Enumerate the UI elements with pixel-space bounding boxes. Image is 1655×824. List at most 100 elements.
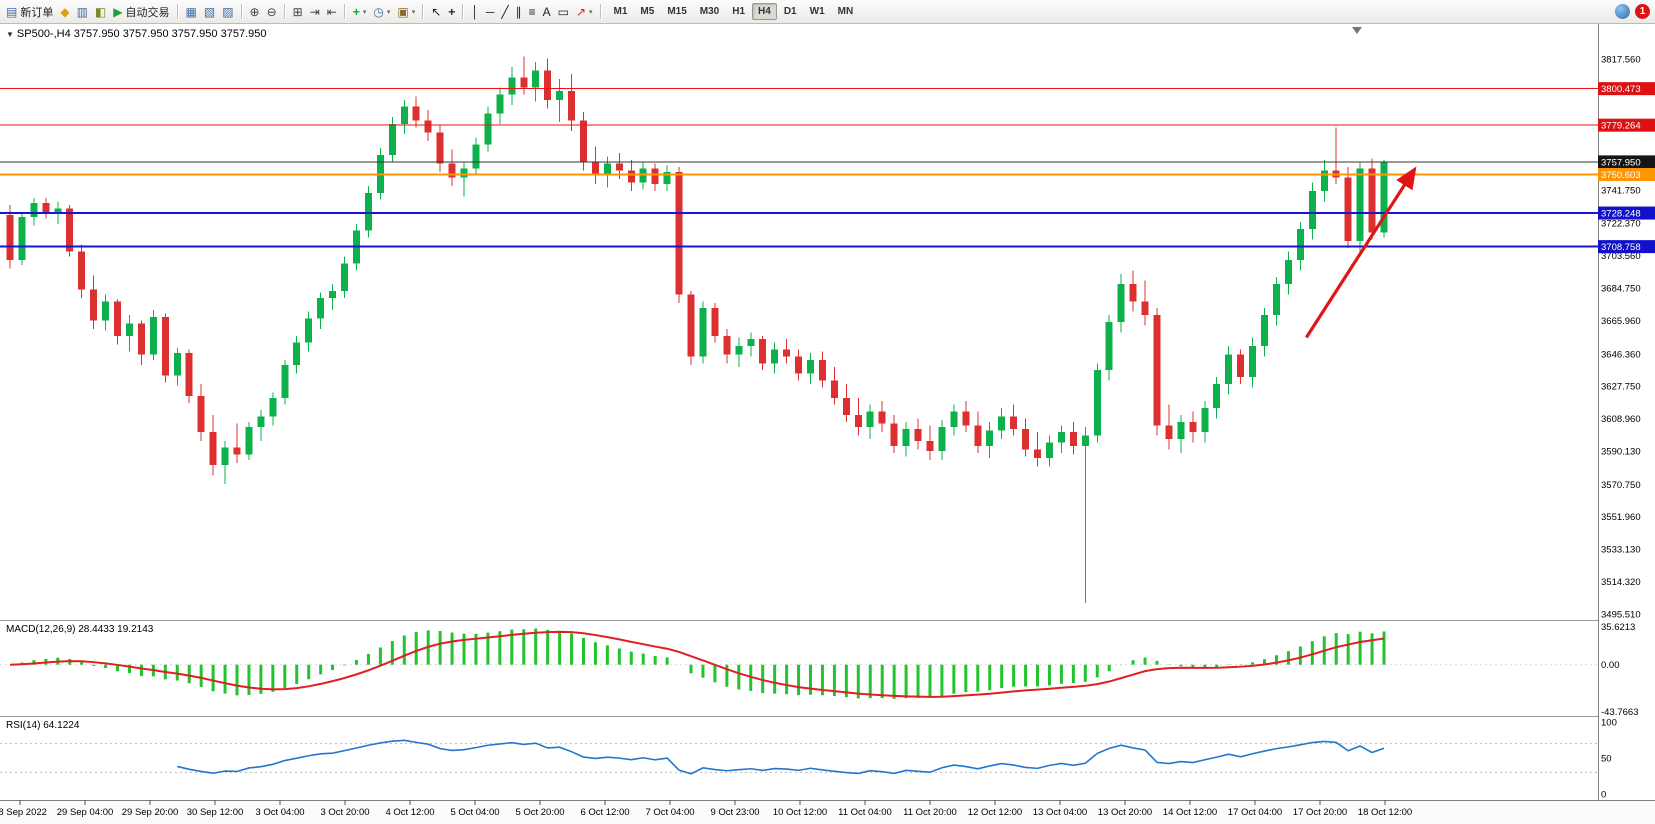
- timeframe-m15-button[interactable]: M15: [667, 6, 687, 17]
- time-axis-label: 11 Oct 04:00: [838, 807, 892, 818]
- horizontal-line-button[interactable]: ─: [483, 2, 498, 22]
- profiles-button[interactable]: ▧: [201, 2, 218, 22]
- toolbar-separator: [176, 4, 179, 19]
- time-axis-label: 10 Oct 12:00: [773, 807, 827, 818]
- time-axis-label: 13 Oct 04:00: [1033, 807, 1087, 818]
- panel-dividers[interactable]: [0, 620, 1655, 718]
- fibonacci-button[interactable]: ≡: [526, 2, 539, 22]
- data-window-button[interactable]: ◧: [92, 2, 109, 22]
- fibonacci-icon: ≡: [528, 4, 536, 19]
- macd-axis-label: 0.00: [1601, 660, 1620, 671]
- toolbar-separator: [240, 4, 243, 19]
- rsi-indicator: [0, 739, 1598, 775]
- price-axis-label: 3495.510: [1601, 609, 1641, 620]
- time-axis-label: 5 Oct 20:00: [515, 807, 564, 818]
- rsi-axis-label: 0: [1601, 790, 1606, 801]
- horizontal-lines[interactable]: [0, 88, 1598, 248]
- tile-windows-icon: ⊞: [292, 4, 303, 19]
- channel-icon: ∥: [515, 4, 522, 19]
- chart-area[interactable]: 3817.560 3741.750 3722.370 3703.560 3684.750…: [0, 24, 1655, 824]
- time-axis-label: 14 Oct 12:00: [1163, 807, 1217, 818]
- time-axis-label: 28 Sep 2022: [0, 807, 47, 818]
- crosshair-button[interactable]: +: [445, 2, 458, 22]
- price-badge: 3800.473: [1598, 82, 1655, 96]
- price-axis-label: 3665.960: [1601, 316, 1641, 327]
- timeframe-m30-button[interactable]: M30: [699, 6, 720, 17]
- timeframe-group: M1 M5 M15 M30 H1 H4 D1 W1 MN: [608, 3, 860, 20]
- text-button[interactable]: A: [540, 2, 554, 22]
- auto-trading-button[interactable]: ▶ 自动交易: [110, 2, 172, 22]
- time-axis-label: 5 Oct 04:00: [450, 807, 499, 818]
- dropdown-caret-icon: ▾: [589, 8, 593, 16]
- arrows-button[interactable]: ↗ ▾: [573, 2, 596, 22]
- metaeditor-icon: ◆: [60, 4, 70, 19]
- profiles-icon: ▧: [203, 4, 216, 19]
- rsi-axis-label: 50: [1601, 754, 1612, 765]
- rsi-line: [177, 739, 1385, 775]
- data-window-icon: ◧: [94, 4, 107, 19]
- svg-text:3779.264: 3779.264: [1601, 121, 1641, 132]
- market-watch-icon: ▥: [76, 4, 88, 19]
- chart-title-text: SP500-,H4 3757.950 3757.950 3757.950 375…: [16, 28, 267, 40]
- metaeditor-button[interactable]: ◆: [57, 2, 72, 22]
- chart-title: ▼ SP500-,H4 3757.950 3757.950 3757.950 37…: [6, 28, 266, 40]
- notification-badge[interactable]: 1: [1635, 4, 1650, 19]
- community-account-icon[interactable]: [1615, 4, 1630, 19]
- rsi-axis-label: 100: [1601, 718, 1617, 729]
- svg-text:3800.473: 3800.473: [1601, 84, 1641, 95]
- time-axis-label: 17 Oct 04:00: [1228, 807, 1282, 818]
- text-label-icon: ▭: [557, 4, 569, 19]
- timeframe-h1-button[interactable]: H1: [732, 6, 746, 17]
- timeframe-mn-button[interactable]: MN: [837, 6, 854, 17]
- text-label-button[interactable]: ▭: [555, 2, 572, 22]
- macd-indicator-label: MACD(12,26,9) 28.4433 19.2143: [6, 624, 154, 635]
- trend-arrow[interactable]: [1304, 166, 1417, 339]
- one-click-trading-toggle-icon[interactable]: ▼: [6, 30, 14, 39]
- market-watch-button[interactable]: ▥: [74, 2, 91, 22]
- timeframe-m1-button[interactable]: M1: [613, 6, 628, 17]
- periods-button[interactable]: ◷ ▾: [370, 2, 393, 22]
- time-axis-label: 4 Oct 12:00: [385, 807, 434, 818]
- new-order-button-label: 新订单: [20, 6, 54, 19]
- chart-shift-button[interactable]: ⇤: [324, 2, 340, 22]
- periods-icon: ◷: [373, 4, 384, 19]
- time-axis[interactable]: 28 Sep 2022 29 Sep 04:00 29 Sep 20:00 30 Se…: [0, 800, 1655, 824]
- macd-axis-label: 35.6213: [1601, 622, 1635, 633]
- trendline-button[interactable]: ╱: [498, 2, 511, 22]
- vertical-line-button[interactable]: │: [468, 2, 482, 22]
- time-axis-label: 7 Oct 04:00: [645, 807, 694, 818]
- timeframe-h4-button[interactable]: H4: [752, 3, 777, 20]
- chart-mode-button[interactable]: ▨: [219, 2, 236, 22]
- time-axis-label: 18 Oct 12:00: [1358, 807, 1412, 818]
- timeframe-w1-button[interactable]: W1: [809, 6, 825, 17]
- price-axis-label: 3533.130: [1601, 545, 1641, 556]
- zoom-out-button[interactable]: ⊖: [264, 2, 280, 22]
- time-axis-label: 3 Oct 20:00: [320, 807, 369, 818]
- timeframe-d1-button[interactable]: D1: [783, 6, 797, 17]
- price-axis[interactable]: 3817.560 3741.750 3722.370 3703.560 3684.750…: [1598, 24, 1655, 801]
- time-axis-label: 30 Sep 12:00: [187, 807, 244, 818]
- indicators-button[interactable]: + ▾: [350, 2, 370, 22]
- new-order-button[interactable]: ▤ 新订单: [3, 2, 56, 22]
- time-axis-label: 17 Oct 20:00: [1293, 807, 1347, 818]
- cursor-button[interactable]: ↖: [428, 2, 444, 22]
- zoom-in-button[interactable]: ⊕: [247, 2, 263, 22]
- toolbar-separator: [283, 4, 286, 19]
- templates-button[interactable]: ▣ ▾: [394, 2, 418, 22]
- auto-trading-button-label: 自动交易: [125, 6, 170, 19]
- chart-shift-marker[interactable]: [1352, 27, 1362, 34]
- price-axis-label: 3608.960: [1601, 414, 1641, 425]
- price-axis-label: 3722.370: [1601, 219, 1641, 230]
- dropdown-caret-icon: ▾: [362, 8, 367, 16]
- channel-button[interactable]: ∥: [513, 2, 525, 22]
- price-badge: 3779.264: [1598, 118, 1655, 132]
- new-chart-button[interactable]: ▦: [183, 2, 200, 22]
- crosshair-icon: +: [448, 4, 456, 19]
- chart-shift-icon: ⇤: [326, 4, 337, 19]
- zoom-in-icon: ⊕: [249, 4, 260, 19]
- tile-windows-button[interactable]: ⊞: [290, 2, 306, 22]
- timeframe-m5-button[interactable]: M5: [640, 6, 655, 17]
- toolbar-right-icons: 1: [1615, 4, 1652, 19]
- auto-scroll-button[interactable]: ⇥: [307, 2, 323, 22]
- chart-canvas[interactable]: 3817.560 3741.750 3722.370 3703.560 3684.750…: [0, 24, 1655, 824]
